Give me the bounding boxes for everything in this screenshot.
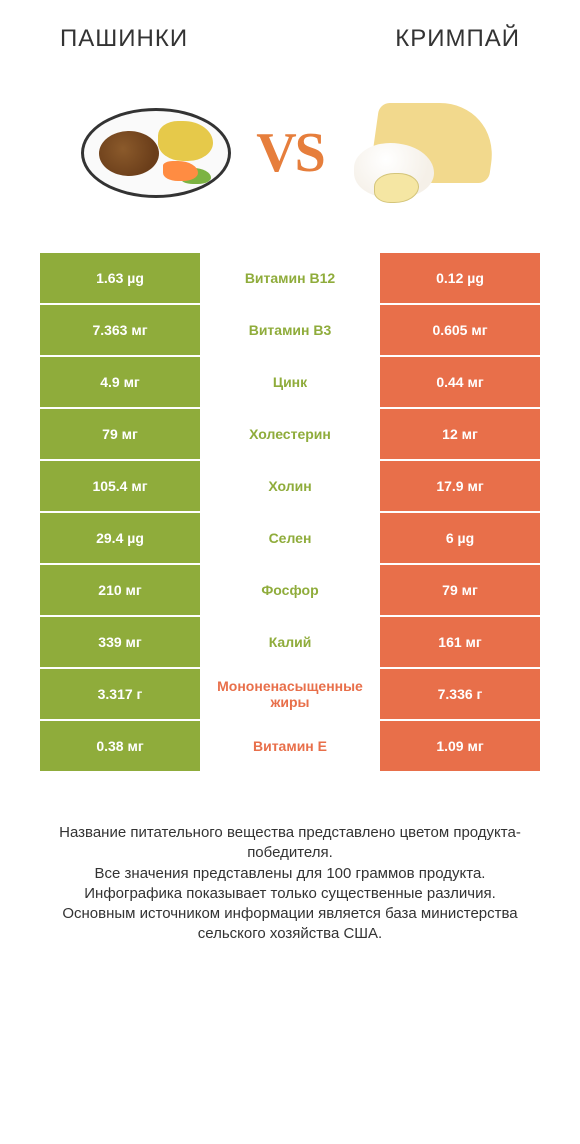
nutrient-name-cell: Фосфор (200, 565, 380, 615)
nutrient-name-cell: Цинк (200, 357, 380, 407)
vs-label: VS (256, 121, 324, 185)
table-row: 105.4 мгХолин17.9 мг (40, 461, 540, 513)
left-value-cell: 0.38 мг (40, 721, 200, 771)
cream-pie-icon (354, 103, 494, 203)
right-value-cell: 0.12 µg (380, 253, 540, 303)
right-value-cell: 161 мг (380, 617, 540, 667)
table-row: 7.363 мгВитамин B30.605 мг (40, 305, 540, 357)
left-value-cell: 79 мг (40, 409, 200, 459)
footer-line-3: Инфографика показывает только существенн… (30, 884, 550, 904)
right-value-cell: 0.44 мг (380, 357, 540, 407)
left-value-cell: 1.63 µg (40, 253, 200, 303)
right-product-title: КРИМПАЙ (395, 25, 520, 53)
right-value-cell: 1.09 мг (380, 721, 540, 771)
nutrient-name-cell: Витамин B12 (200, 253, 380, 303)
table-row: 79 мгХолестерин12 мг (40, 409, 540, 461)
table-row: 4.9 мгЦинк0.44 мг (40, 357, 540, 409)
nutrient-comparison-table: 1.63 µgВитамин B120.12 µg7.363 мгВитамин… (40, 253, 540, 773)
left-value-cell: 4.9 мг (40, 357, 200, 407)
right-value-cell: 17.9 мг (380, 461, 540, 511)
table-row: 3.317 гМононенасыщенные жиры7.336 г (40, 669, 540, 721)
table-row: 210 мгФосфор79 мг (40, 565, 540, 617)
nutrient-name-cell: Витамин E (200, 721, 380, 771)
right-value-cell: 6 µg (380, 513, 540, 563)
footer-line-1: Название питательного вещества представл… (30, 823, 550, 864)
left-value-cell: 210 мг (40, 565, 200, 615)
table-row: 0.38 мгВитамин E1.09 мг (40, 721, 540, 773)
table-row: 1.63 µgВитамин B120.12 µg (40, 253, 540, 305)
nutrient-name-cell: Селен (200, 513, 380, 563)
right-value-cell: 12 мг (380, 409, 540, 459)
left-value-cell: 339 мг (40, 617, 200, 667)
left-product-title: ПАШИНКИ (60, 25, 188, 53)
nutrient-name-cell: Витамин B3 (200, 305, 380, 355)
right-value-cell: 0.605 мг (380, 305, 540, 355)
footer-line-2: Все значения представлены для 100 граммо… (30, 864, 550, 884)
left-food-image (76, 93, 236, 213)
nutrient-name-cell: Холестерин (200, 409, 380, 459)
header: ПАШИНКИ КРИМПАЙ (0, 0, 580, 63)
left-value-cell: 7.363 мг (40, 305, 200, 355)
footer-notes: Название питательного вещества представл… (30, 823, 550, 945)
nutrient-name-cell: Мононенасыщенные жиры (200, 669, 380, 719)
steak-plate-icon (81, 108, 231, 198)
right-value-cell: 7.336 г (380, 669, 540, 719)
table-row: 29.4 µgСелен6 µg (40, 513, 540, 565)
left-value-cell: 105.4 мг (40, 461, 200, 511)
left-value-cell: 29.4 µg (40, 513, 200, 563)
right-value-cell: 79 мг (380, 565, 540, 615)
left-value-cell: 3.317 г (40, 669, 200, 719)
footer-line-4: Основным источником информации является … (30, 904, 550, 945)
right-food-image (344, 93, 504, 213)
nutrient-name-cell: Калий (200, 617, 380, 667)
table-row: 339 мгКалий161 мг (40, 617, 540, 669)
vs-row: VS (0, 63, 580, 253)
nutrient-name-cell: Холин (200, 461, 380, 511)
